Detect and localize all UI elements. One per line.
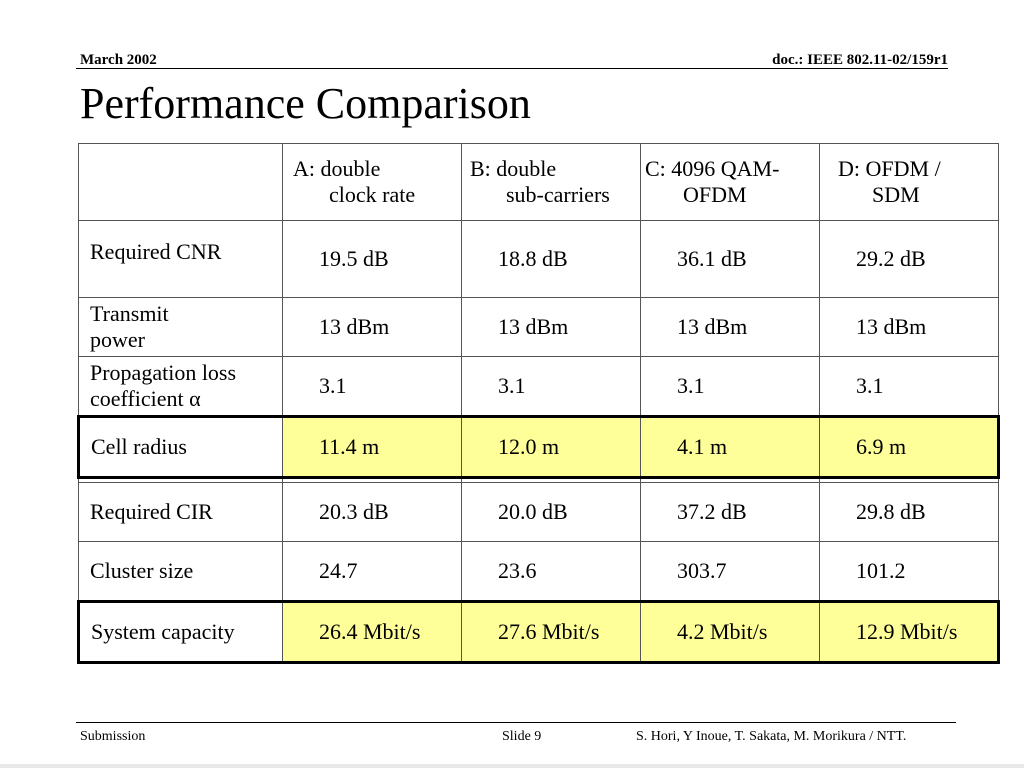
row-label-propagation: Propagation loss coefficient α (78, 356, 283, 417)
header-col-d: D: OFDM / SDM (819, 143, 999, 221)
capacity-value-b: 27.6 Mbit/s (461, 600, 641, 664)
header-empty-cell (78, 143, 283, 221)
cell-value-b: 12.0 m (461, 415, 641, 479)
col-a-line1: A: double (293, 156, 381, 181)
cell-value-d: 6.9 m (819, 415, 1000, 479)
header-rule (76, 68, 948, 69)
row-label-cir: Required CIR (78, 482, 283, 542)
power-label-line1: Transmit (90, 301, 169, 326)
prop-value-b: 3.1 (461, 356, 641, 417)
cir-value-d: 29.8 dB (819, 482, 999, 542)
cir-value-b: 20.0 dB (461, 482, 641, 542)
capacity-value-d: 12.9 Mbit/s (819, 600, 1000, 664)
row-label-cluster: Cluster size (78, 541, 283, 602)
prop-value-c: 3.1 (640, 356, 820, 417)
table-row-cir: Required CIR 20.3 dB 20.0 dB 37.2 dB 29.… (78, 482, 999, 542)
cnr-value-c: 36.1 dB (640, 220, 820, 298)
cluster-value-a: 24.7 (282, 541, 462, 602)
header-date: March 2002 (80, 52, 157, 68)
gap-cell (819, 477, 999, 483)
table-header-row: A: double clock rate B: double sub-carri… (78, 143, 999, 221)
col-b-line2: sub-carriers (506, 182, 610, 207)
prop-value-d: 3.1 (819, 356, 999, 417)
col-d-line2: SDM (872, 182, 920, 207)
cnr-value-b: 18.8 dB (461, 220, 641, 298)
cluster-value-b: 23.6 (461, 541, 641, 602)
power-value-b: 13 dBm (461, 297, 641, 357)
header-doc-id: doc.: IEEE 802.11-02/159r1 (772, 52, 948, 68)
row-label-capacity: System capacity (77, 600, 283, 664)
row-label-power: Transmit power (78, 297, 283, 357)
power-value-c: 13 dBm (640, 297, 820, 357)
capacity-value-c: 4.2 Mbit/s (640, 600, 820, 664)
cir-value-a: 20.3 dB (282, 482, 462, 542)
col-b-line1: B: double (470, 156, 557, 181)
col-d-line1: D: OFDM / (838, 156, 941, 181)
power-label-line2: power (90, 327, 145, 352)
cluster-value-c: 303.7 (640, 541, 820, 602)
table-row-power: Transmit power 13 dBm 13 dBm 13 dBm 13 d… (78, 297, 999, 357)
slide-title: Performance Comparison (80, 79, 531, 128)
footer-submission: Submission (80, 729, 146, 744)
header-col-b: B: double sub-carriers (461, 143, 641, 221)
performance-table: A: double clock rate B: double sub-carri… (77, 143, 1000, 664)
power-value-d: 13 dBm (819, 297, 999, 357)
header-col-a: A: double clock rate (282, 143, 462, 221)
table-row-cluster: Cluster size 24.7 23.6 303.7 101.2 (78, 541, 999, 602)
table-row-capacity: System capacity 26.4 Mbit/s 27.6 Mbit/s … (77, 600, 1000, 664)
table-row-cnr: Required CNR 19.5 dB 18.8 dB 36.1 dB 29.… (78, 220, 999, 298)
table-gap-row (78, 477, 999, 483)
cell-value-a: 11.4 m (282, 415, 462, 479)
col-a-line2: clock rate (329, 182, 416, 207)
col-c-line2: OFDM (683, 182, 747, 207)
cnr-value-d: 29.2 dB (819, 220, 999, 298)
power-value-a: 13 dBm (282, 297, 462, 357)
prop-label-line2: coefficient α (90, 386, 201, 411)
cluster-value-d: 101.2 (819, 541, 999, 602)
cell-value-c: 4.1 m (640, 415, 820, 479)
capacity-value-a: 26.4 Mbit/s (282, 600, 462, 664)
row-label-cell-radius: Cell radius (77, 415, 283, 479)
table-row-cell-radius: Cell radius 11.4 m 12.0 m 4.1 m 6.9 m (77, 415, 1000, 479)
footer-slide-number: Slide 9 (502, 729, 542, 744)
cir-value-c: 37.2 dB (640, 482, 820, 542)
bottom-bar (0, 764, 1024, 768)
prop-value-a: 3.1 (282, 356, 462, 417)
table-row-propagation: Propagation loss coefficient α 3.1 3.1 3… (78, 356, 999, 417)
footer-authors: S. Hori, Y Inoue, T. Sakata, M. Morikura… (636, 729, 907, 744)
footer-rule (76, 722, 956, 723)
header-col-c: C: 4096 QAM- OFDM (640, 143, 820, 221)
row-label-cnr: Required CNR (78, 220, 283, 298)
cnr-value-a: 19.5 dB (282, 220, 462, 298)
prop-label-line1: Propagation loss (90, 360, 237, 385)
col-c-line1: C: 4096 QAM- (645, 156, 780, 181)
